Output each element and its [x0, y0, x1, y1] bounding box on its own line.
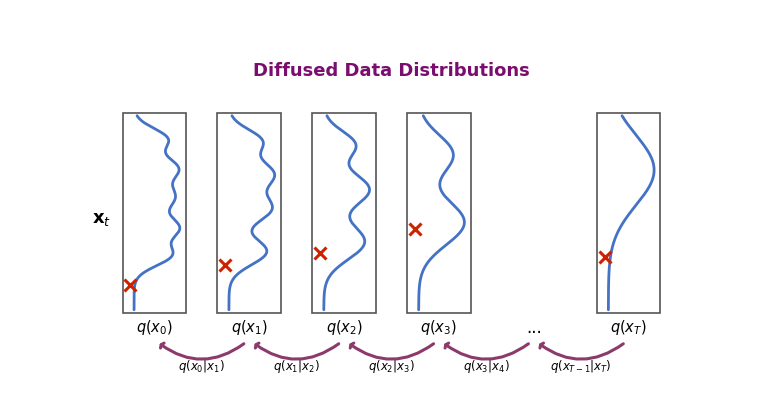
Text: $q(x_1)$: $q(x_1)$ — [231, 318, 267, 337]
Text: $q(x_0|x_1)$: $q(x_0|x_1)$ — [179, 357, 225, 375]
Bar — [407, 113, 471, 313]
Bar — [218, 113, 281, 313]
Text: $\mathbf{x}_t$: $\mathbf{x}_t$ — [92, 210, 111, 228]
Text: $q(x_2|x_3)$: $q(x_2|x_3)$ — [368, 357, 415, 375]
Bar — [123, 113, 186, 313]
Bar — [597, 113, 660, 313]
Text: $q(x_3)$: $q(x_3)$ — [420, 318, 458, 337]
Text: $q(x_1|x_2)$: $q(x_1|x_2)$ — [274, 357, 320, 375]
Text: $q(x_2)$: $q(x_2)$ — [325, 318, 363, 337]
Text: $q(x_T)$: $q(x_T)$ — [610, 318, 647, 337]
Text: $q(x_{T-1}|x_T)$: $q(x_{T-1}|x_T)$ — [551, 357, 612, 375]
Text: ...: ... — [526, 319, 542, 337]
Text: Diffused Data Distributions: Diffused Data Distributions — [253, 62, 530, 80]
Text: $q(x_0)$: $q(x_0)$ — [136, 318, 173, 337]
Bar — [312, 113, 376, 313]
Text: $q(x_3|x_4)$: $q(x_3|x_4)$ — [463, 357, 510, 375]
